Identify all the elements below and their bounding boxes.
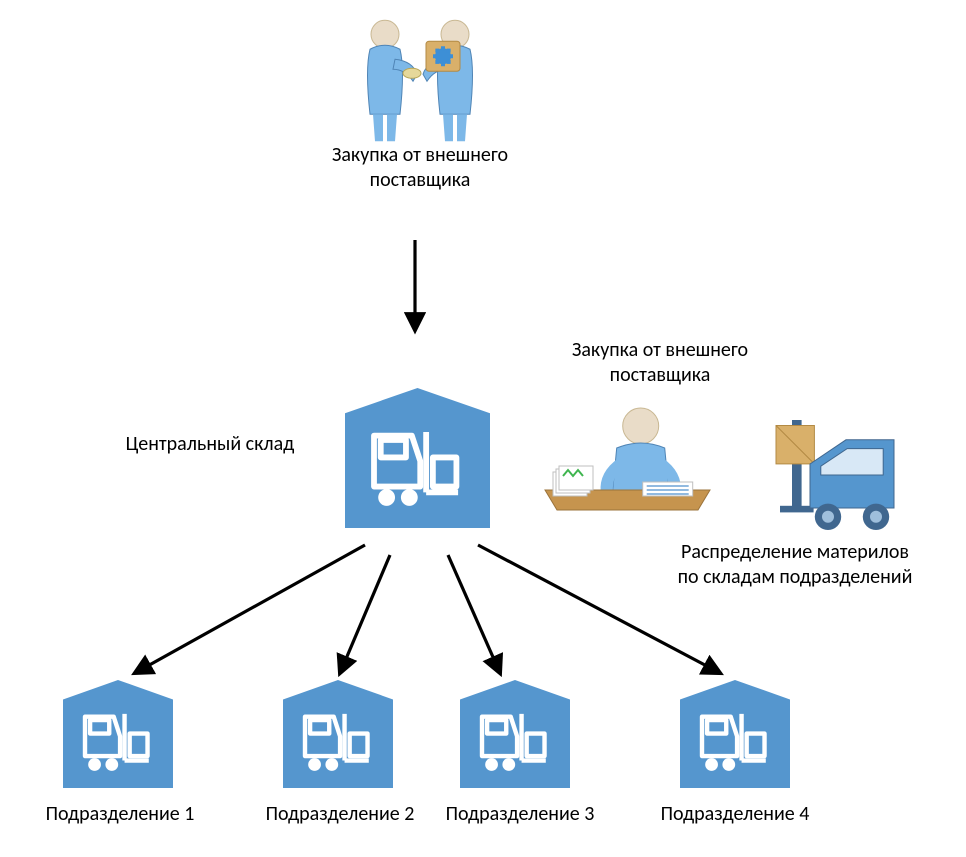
dept4-warehouse-icon	[680, 680, 790, 788]
arrow-central-to-dept2_wh	[340, 555, 390, 673]
arrow-central-to-dept3_wh	[448, 555, 500, 673]
arrow-central-to-dept1_wh	[135, 545, 365, 673]
dept3-label: Подразделение 3	[415, 802, 625, 827]
dept2-warehouse-icon	[283, 680, 393, 788]
central-warehouse-icon	[345, 388, 490, 528]
central-warehouse-label: Центральный склад	[100, 432, 320, 457]
diagram-canvas: Закупка от внешнегопоставщика Закупка от…	[0, 0, 966, 857]
distribution-label: Распределение материловпо складам подраз…	[640, 540, 950, 590]
dept2-label: Подразделение 2	[235, 802, 445, 827]
dept3-warehouse-icon	[460, 680, 570, 788]
icons-group	[63, 20, 894, 788]
supplier-people-icon	[368, 20, 473, 141]
distribution-forklift-icon	[776, 420, 894, 530]
dept4-label: Подразделение 4	[630, 802, 840, 827]
dept1-label: Подразделение 1	[15, 802, 225, 827]
supplier-top-label: Закупка от внешнегопоставщика	[285, 143, 555, 193]
diagram-svg	[0, 0, 966, 857]
purchasing-desk-icon	[545, 408, 710, 510]
supplier-right-label: Закупка от внешнегопоставщика	[530, 338, 790, 388]
dept1-warehouse-icon	[63, 680, 173, 788]
